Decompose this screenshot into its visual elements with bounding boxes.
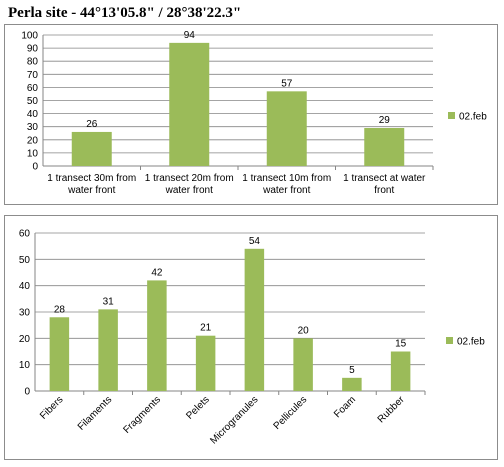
y-tick-label: 0 — [32, 162, 38, 173]
data-label: 26 — [86, 119, 98, 130]
y-tick-label: 80 — [27, 57, 39, 68]
data-label: 42 — [151, 267, 163, 278]
bar — [147, 280, 167, 391]
x-tick-label: front — [374, 185, 394, 196]
bar — [71, 131, 112, 166]
x-tick-label: 1 transect 10m from — [242, 173, 331, 184]
y-tick-label: 30 — [27, 122, 39, 133]
y-tick-label: 20 — [19, 334, 31, 345]
data-label: 28 — [54, 304, 66, 315]
bar — [342, 377, 362, 391]
bar — [293, 338, 313, 391]
bar — [390, 351, 411, 391]
data-label: 15 — [395, 339, 407, 350]
bar — [364, 128, 405, 166]
x-tick-label: Microgranules — [208, 394, 260, 446]
legend-label: 02.feb — [457, 337, 485, 348]
bar — [266, 91, 307, 166]
y-tick-label: 50 — [19, 255, 31, 266]
x-tick-label: 1 transect 30m from — [47, 173, 136, 184]
y-tick-label: 40 — [27, 109, 39, 120]
y-tick-label: 60 — [27, 83, 39, 94]
x-tick-label: Fragments — [121, 394, 163, 436]
bar — [195, 335, 216, 391]
y-tick-label: 100 — [21, 31, 38, 42]
data-label: 31 — [103, 296, 115, 307]
x-tick-label: Rubber — [376, 394, 407, 425]
data-label: 29 — [379, 115, 391, 126]
x-tick-label: Filaments — [76, 394, 114, 432]
x-tick-label: Pellicules — [272, 394, 310, 432]
x-tick-label: 1 transect at water — [343, 173, 426, 184]
y-tick-label: 30 — [19, 308, 31, 319]
particle-type-chart-panel: 0 10 20 30 40 50 60 28 Fibers 31 Filaments 42 Fragme… — [4, 215, 498, 460]
x-tick-label: water front — [67, 185, 115, 196]
page-title: Perla site - 44°13'05.8" / 28°38'22.3" — [8, 5, 242, 21]
transect-chart-panel: 0 10 20 30 40 50 60 70 80 90 100 26 1 transect 30m f… — [4, 24, 498, 205]
bar — [98, 309, 118, 391]
x-tick-label: 1 transect 20m from — [145, 173, 234, 184]
data-label: 20 — [298, 325, 310, 336]
y-tick-label: 10 — [19, 360, 31, 371]
x-tick-label: water front — [262, 185, 310, 196]
bar — [169, 42, 210, 166]
legend-swatch — [446, 337, 453, 344]
x-tick-label: Foam — [332, 394, 358, 420]
particle-type-bar-chart: 0 10 20 30 40 50 60 28 Fibers 31 Filaments 42 Fragme… — [19, 229, 485, 447]
y-tick-label: 40 — [19, 281, 31, 292]
bar — [244, 248, 265, 391]
y-tick-label: 50 — [27, 96, 39, 107]
y-tick-label: 70 — [27, 70, 39, 81]
data-label: 57 — [281, 78, 293, 89]
y-tick-label: 0 — [24, 387, 30, 398]
data-label: 94 — [184, 30, 196, 41]
y-tick-label: 60 — [19, 229, 31, 240]
data-label: 54 — [249, 236, 261, 247]
y-tick-label: 20 — [27, 135, 39, 146]
y-tick-label: 90 — [27, 44, 39, 55]
x-tick-label: Fibers — [38, 394, 65, 421]
transect-bar-chart: 0 10 20 30 40 50 60 70 80 90 100 26 1 transect 30m f… — [21, 30, 487, 196]
legend-label: 02.feb — [459, 112, 487, 123]
data-label: 21 — [200, 323, 212, 334]
legend-swatch — [448, 112, 455, 119]
bar — [49, 317, 70, 391]
x-tick-label: Pelets — [184, 394, 211, 421]
y-tick-label: 10 — [27, 148, 39, 159]
x-tick-label: water front — [165, 185, 213, 196]
data-label: 5 — [349, 365, 355, 376]
